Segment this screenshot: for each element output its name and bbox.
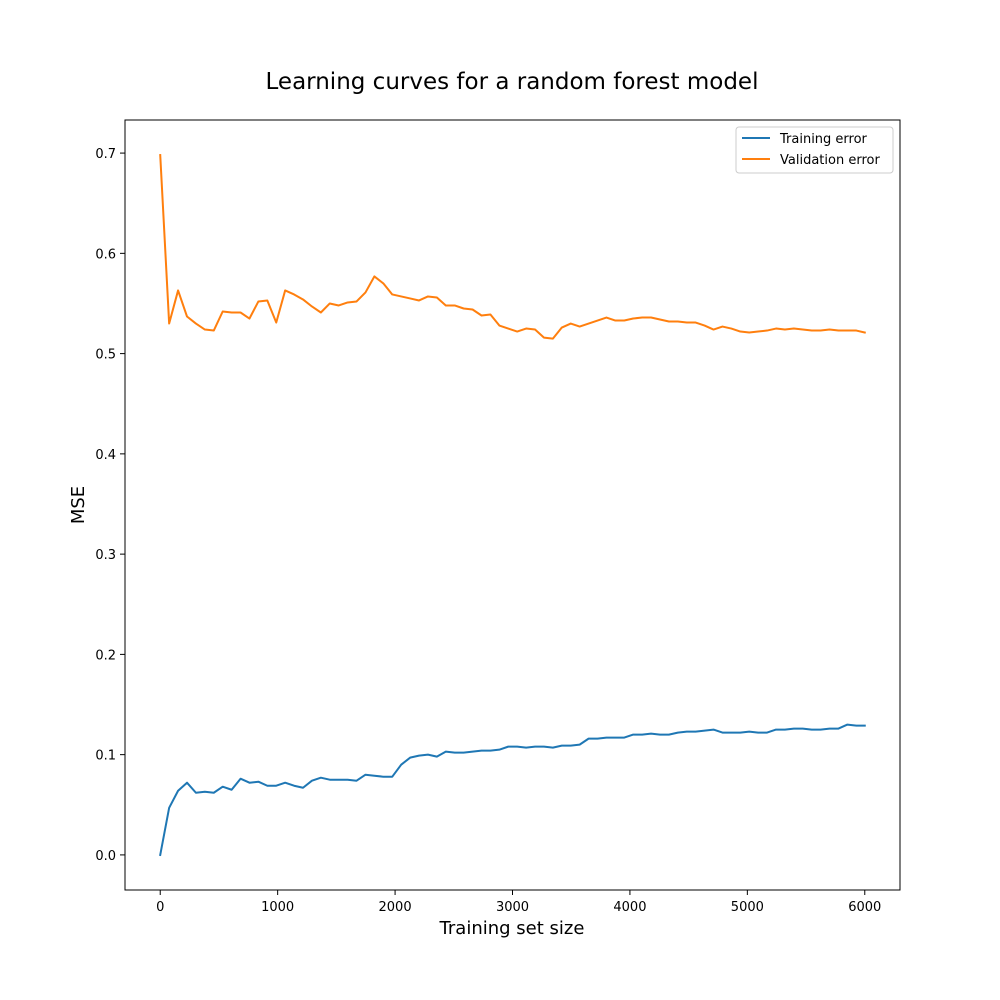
x-tick-label: 6000 — [848, 900, 881, 915]
x-tick-label: 3000 — [496, 900, 529, 915]
y-tick-label: 0.6 — [95, 247, 116, 262]
series-line-validation-error — [159, 154, 866, 340]
y-tick-label: 0.3 — [95, 548, 116, 563]
x-tick-label: 4000 — [613, 900, 646, 915]
chart-title: Learning curves for a random forest mode… — [266, 69, 759, 95]
y-tick-label: 0.0 — [95, 849, 116, 864]
series-line-training-error — [159, 723, 866, 857]
legend-label-training-error: Training error — [779, 132, 868, 147]
x-tick-label: 0 — [156, 900, 164, 915]
x-tick-label: 1000 — [261, 900, 294, 915]
plot-lines — [159, 154, 866, 857]
y-axis-label: MSE — [68, 486, 89, 524]
y-tick-label: 0.4 — [95, 448, 116, 463]
x-tick-label: 2000 — [379, 900, 412, 915]
x-axis-label: Training set size — [439, 918, 585, 939]
legend-box — [735, 126, 894, 174]
legend-label-validation-error: Validation error — [780, 153, 880, 168]
x-axis-ticks: 0 1000 2000 3000 4000 5000 6000 — [156, 890, 881, 915]
y-axis-ticks: 0.0 0.1 0.2 0.3 0.4 0.5 0.6 0.7 — [95, 147, 125, 864]
x-tick-label: 5000 — [731, 900, 764, 915]
y-tick-label: 0.1 — [95, 749, 116, 764]
y-tick-label: 0.2 — [95, 648, 116, 663]
legend: Training error Validation error — [735, 126, 894, 174]
y-tick-label: 0.5 — [95, 348, 116, 363]
y-tick-label: 0.7 — [95, 147, 116, 162]
